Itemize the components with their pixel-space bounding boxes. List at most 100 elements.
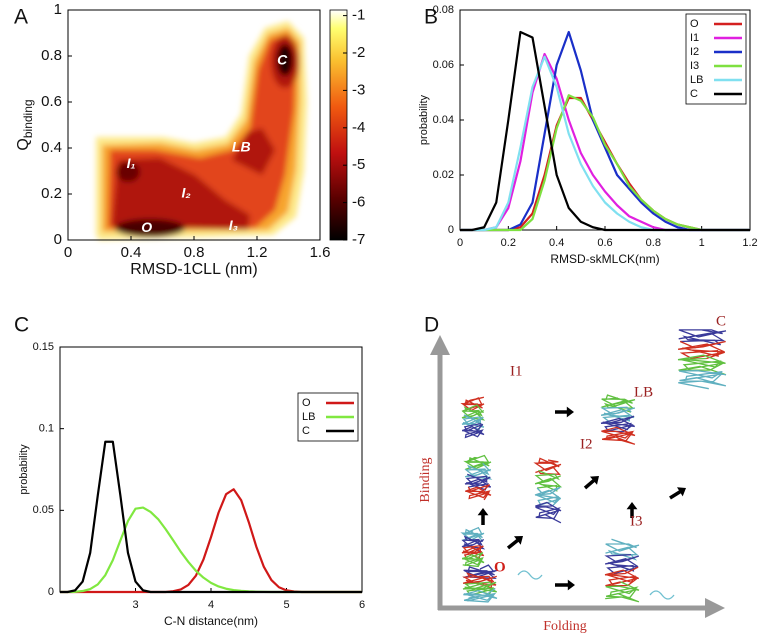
step-arrow-head — [677, 487, 686, 497]
colorbar-tick-label: -7 — [352, 231, 365, 248]
x-tick-label: 0.2 — [501, 237, 516, 249]
colorbar-tick-label: -6 — [352, 194, 365, 211]
step-arrow-head — [566, 406, 574, 418]
x-tick-label: 0.4 — [121, 244, 142, 261]
x-tick-label: 1.6 — [310, 244, 331, 261]
panel-label: A — [14, 6, 28, 29]
y-tick-label: 0 — [54, 231, 62, 248]
panel-label: B — [424, 6, 438, 29]
legend-label: I3 — [690, 60, 699, 72]
y-axis-label: Qbinding — [15, 99, 35, 150]
protein-cartoon — [460, 526, 485, 542]
panel-label: C — [14, 314, 29, 337]
y-tick-label: 0.4 — [41, 139, 62, 156]
protein-cartoon — [533, 457, 562, 476]
series-line — [60, 440, 362, 594]
protein-cartoon — [604, 554, 640, 575]
legend-label: I2 — [690, 46, 699, 58]
colorbar-tick-label: -3 — [352, 81, 365, 98]
protein-cartoon — [677, 340, 726, 360]
y-axis-label: probability — [18, 444, 30, 495]
protein-cartoon — [464, 462, 493, 480]
x-tick-label: 0.4 — [549, 237, 564, 249]
y-tick-label: 0.15 — [33, 341, 54, 353]
y-tick-label: 0.8 — [41, 47, 62, 64]
protein-cartoon — [535, 501, 562, 524]
contour — [277, 44, 293, 76]
contour — [112, 158, 250, 230]
y-tick-label: 0.06 — [433, 59, 454, 71]
plot-frame — [67, 9, 321, 241]
legend-label: I1 — [690, 32, 699, 44]
y-tick-label: 0.6 — [41, 93, 62, 110]
y-tick-label: 0.05 — [33, 504, 54, 516]
y-tick-label: 0.04 — [433, 114, 454, 126]
colorbar — [329, 9, 348, 241]
y-tick-label: 0.08 — [433, 4, 454, 16]
protein-cartoon — [517, 570, 543, 580]
y-tick-label: 0.1 — [39, 423, 54, 435]
protein-cartoon — [461, 422, 485, 439]
step-arrow-head — [626, 502, 638, 510]
contour — [232, 128, 275, 175]
step-arrow-head — [477, 508, 489, 516]
energy-landscape — [96, 21, 307, 240]
series-line — [460, 30, 750, 232]
y-axis-label-main: Q — [15, 138, 32, 150]
x-tick-label: 1.2 — [247, 244, 268, 261]
state-label: C — [716, 313, 726, 329]
y-tick-label: 1 — [54, 1, 62, 18]
x-axis-label: C-N distance(nm) — [164, 614, 258, 628]
legend-label: C — [302, 425, 310, 437]
protein-cartoon — [462, 581, 497, 596]
legend-label: O — [690, 18, 699, 30]
x-tick-label: 6 — [359, 599, 365, 611]
series-line — [460, 94, 750, 232]
y-tick-label: 0.2 — [41, 185, 62, 202]
x-tick-label: 1 — [699, 237, 705, 249]
state-label: O — [494, 559, 506, 575]
plot-frame — [59, 346, 363, 593]
protein-cartoon — [461, 551, 485, 568]
legend-label: LB — [302, 411, 315, 423]
y-tick-label: 0.02 — [433, 169, 454, 181]
protein-cartoon — [600, 415, 635, 433]
binding-label: Binding — [418, 457, 433, 502]
state-annotation: I₃ — [229, 217, 238, 233]
state-annotation: C — [277, 51, 288, 67]
protein-cartoon — [604, 566, 640, 587]
legend-label: C — [690, 88, 698, 100]
x-tick-label: 1.2 — [742, 237, 757, 249]
y-tick-label: 0 — [448, 224, 454, 236]
x-tick-label: 0.8 — [184, 244, 205, 261]
panel-label: D — [424, 314, 439, 337]
protein-cartoon — [465, 484, 492, 501]
colorbar-tick-label: -1 — [352, 7, 365, 24]
y-tick-label: 0 — [48, 586, 54, 598]
protein-cartoon — [464, 473, 492, 491]
colorbar-tick-label: -2 — [352, 44, 365, 61]
state-label: I2 — [580, 436, 593, 452]
protein-cartoon — [678, 370, 727, 390]
state-annotation: LB — [232, 139, 251, 155]
y-axis-label-sub: binding — [21, 99, 35, 138]
x-tick-label: 3 — [132, 599, 138, 611]
step-arrow-head — [567, 579, 575, 591]
state-label: I3 — [630, 513, 643, 529]
step-arrow — [583, 479, 595, 490]
colorbar-tick-label: -5 — [352, 156, 365, 173]
protein-cartoon — [534, 486, 562, 507]
state-label: LB — [634, 384, 653, 400]
protein-cartoon — [605, 538, 640, 561]
state-label: I1 — [510, 363, 523, 379]
step-arrow-head — [590, 476, 599, 485]
x-tick-label: 0.6 — [597, 237, 612, 249]
x-tick-label: 0.8 — [646, 237, 661, 249]
protein-cartoon — [461, 404, 486, 421]
y-axis-label: probability — [418, 94, 430, 145]
protein-cartoon — [605, 581, 640, 603]
state-annotation: I₂ — [182, 185, 191, 201]
x-axis-label: RMSD-1CLL (nm) — [130, 261, 257, 278]
step-arrow — [669, 490, 681, 500]
